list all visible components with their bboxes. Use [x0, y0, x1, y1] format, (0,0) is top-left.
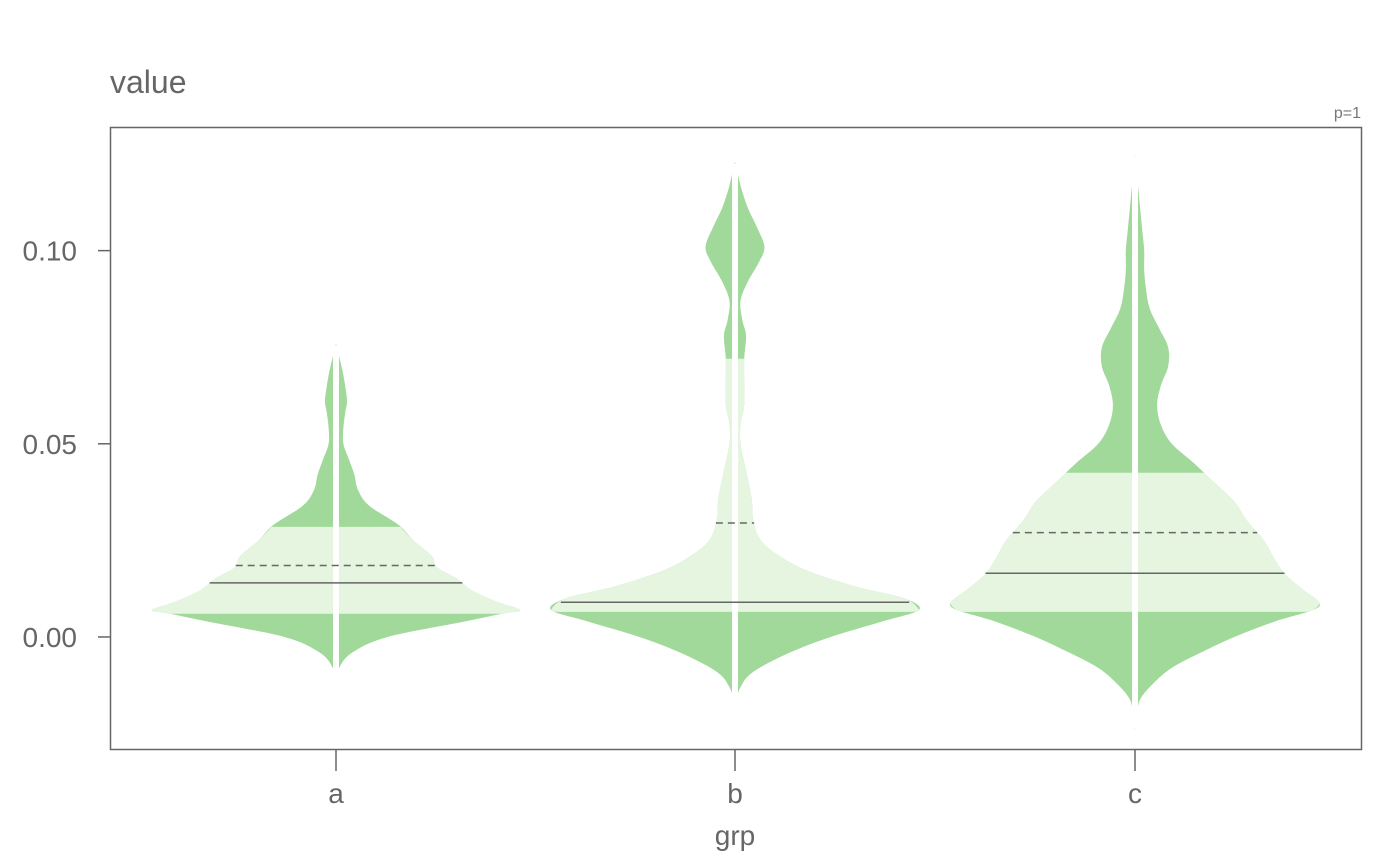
x-axis-title: grp [715, 820, 755, 851]
y-tick-label: 0.10 [23, 236, 78, 267]
axes: 0.00 0.05 0.10 a b c [23, 236, 1143, 809]
plot-frame [109, 126, 1363, 751]
p-value-annotation: p=1 [1334, 105, 1361, 122]
violin-b [550, 161, 920, 719]
violin-c [950, 154, 1320, 730]
plot-area [151, 154, 1320, 730]
y-tick-label: 0.05 [23, 429, 78, 460]
x-tick-label: c [1128, 778, 1142, 809]
y-tick-label: 0.00 [23, 622, 78, 653]
x-tick-label: b [727, 778, 743, 809]
violin-a [151, 343, 521, 699]
y-axis-title: value [110, 64, 187, 100]
x-tick-label: a [328, 778, 344, 809]
